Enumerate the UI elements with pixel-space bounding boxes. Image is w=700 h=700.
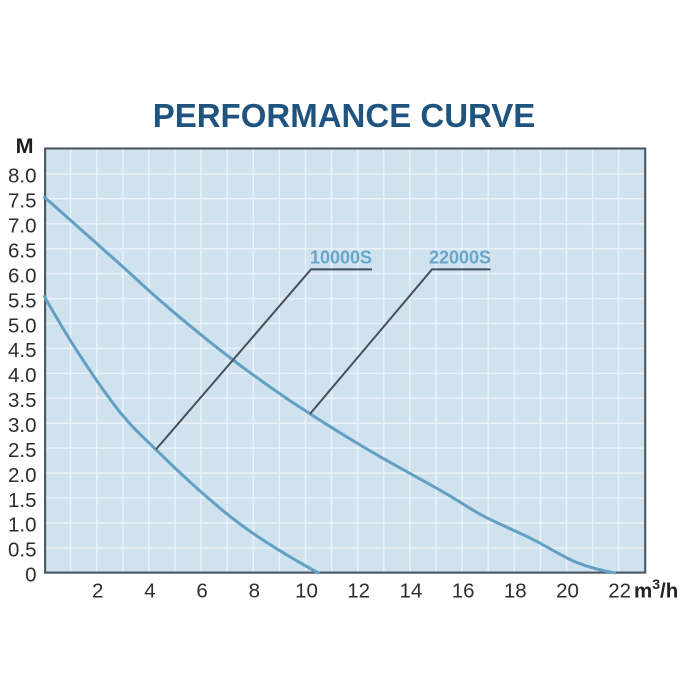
svg-text:6.5: 6.5: [8, 240, 37, 263]
svg-text:8.0: 8.0: [8, 165, 37, 188]
svg-text:M: M: [16, 134, 34, 158]
svg-text:16: 16: [452, 580, 475, 603]
svg-text:4.0: 4.0: [8, 364, 37, 387]
svg-text:4: 4: [144, 580, 155, 603]
svg-text:20: 20: [556, 580, 579, 603]
svg-text:1.0: 1.0: [8, 514, 37, 537]
svg-text:0.5: 0.5: [8, 539, 37, 562]
svg-text:m3/h: m3/h: [634, 576, 678, 603]
svg-text:2: 2: [92, 580, 103, 603]
svg-text:10000S: 10000S: [310, 248, 372, 268]
svg-text:6.0: 6.0: [8, 264, 37, 287]
svg-text:3.5: 3.5: [8, 389, 37, 412]
svg-text:2.5: 2.5: [8, 439, 37, 462]
svg-text:5.0: 5.0: [8, 314, 37, 337]
svg-text:4.5: 4.5: [8, 339, 37, 362]
svg-text:7.0: 7.0: [8, 215, 37, 238]
svg-text:12: 12: [347, 580, 370, 603]
svg-text:8: 8: [249, 580, 260, 603]
svg-text:5.5: 5.5: [8, 289, 37, 312]
svg-text:22000S: 22000S: [429, 248, 491, 268]
svg-text:22: 22: [608, 580, 631, 603]
svg-text:3.0: 3.0: [8, 414, 37, 437]
svg-text:2.0: 2.0: [8, 464, 37, 487]
svg-text:0: 0: [25, 564, 36, 587]
svg-text:6: 6: [196, 580, 207, 603]
svg-text:7.5: 7.5: [8, 190, 37, 213]
svg-text:1.5: 1.5: [8, 489, 37, 512]
svg-text:10: 10: [295, 580, 318, 603]
svg-text:18: 18: [504, 580, 527, 603]
svg-text:PERFORMANCE CURVE: PERFORMANCE CURVE: [153, 97, 536, 134]
svg-text:14: 14: [399, 580, 422, 603]
